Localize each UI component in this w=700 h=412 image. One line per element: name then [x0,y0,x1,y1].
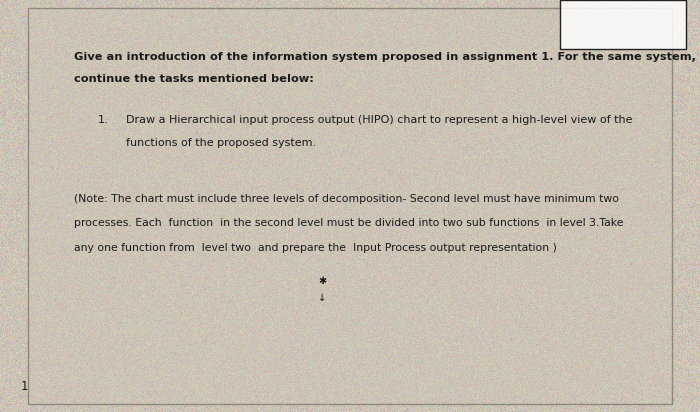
Text: functions of the proposed system.: functions of the proposed system. [126,138,316,148]
Text: Draw a Hierarchical input process output (HIPO) chart to represent a high-level : Draw a Hierarchical input process output… [126,115,633,125]
Text: 1: 1 [21,380,29,393]
Text: ✱: ✱ [318,276,326,286]
Text: any one function from  level two  and prepare the  Input Process output represen: any one function from level two and prep… [74,243,556,253]
FancyBboxPatch shape [560,0,686,49]
Text: (Note: The chart must include three levels of decomposition- Second level must h: (Note: The chart must include three leve… [74,194,619,204]
Text: processes. Each  function  in the second level must be divided into two sub func: processes. Each function in the second l… [74,218,623,228]
Text: ↓: ↓ [318,293,326,302]
Text: continue the tasks mentioned below:: continue the tasks mentioned below: [74,74,314,84]
FancyBboxPatch shape [28,8,672,404]
Text: Give an introduction of the information system proposed in assignment 1. For the: Give an introduction of the information … [74,52,696,61]
Text: 1.: 1. [98,115,108,125]
